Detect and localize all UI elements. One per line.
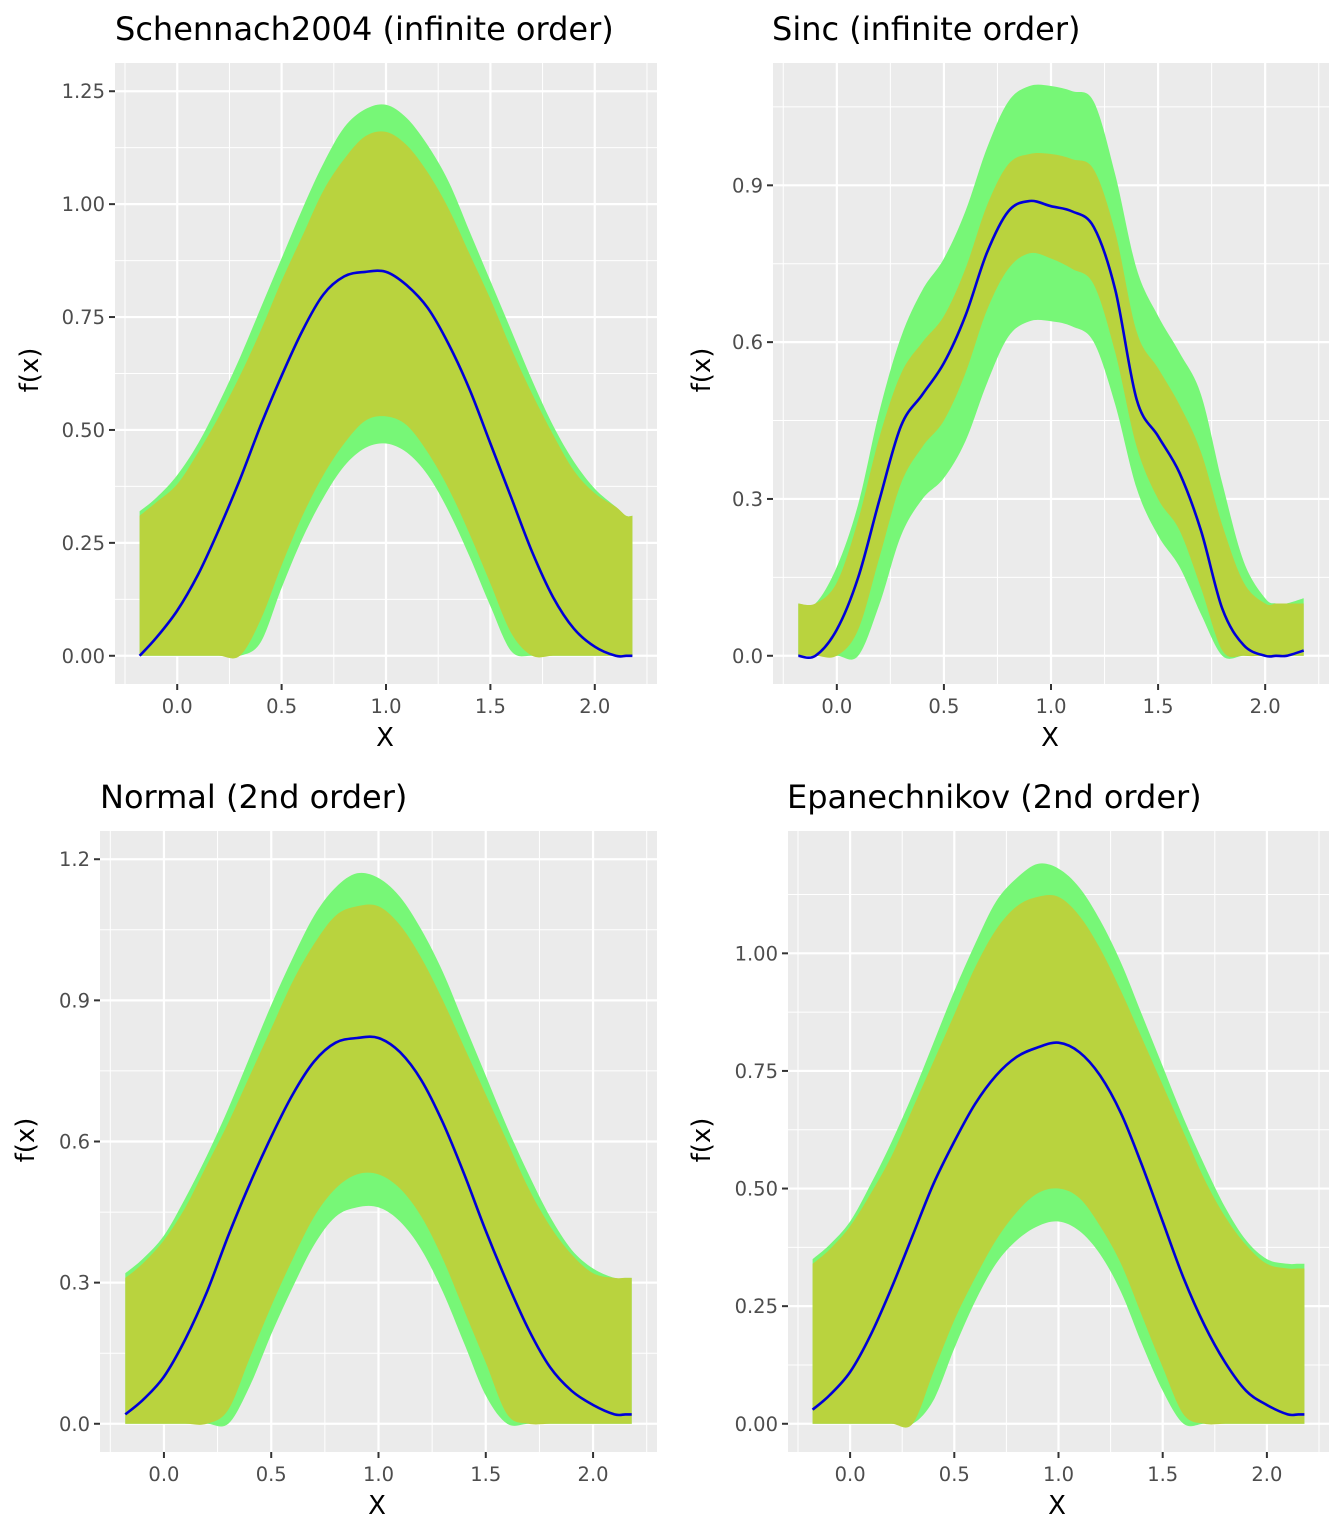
x-tick-label: 2.0: [1250, 695, 1281, 718]
panel-epanechnikov: Epanechnikov (2nd order) X f(x) 0.0 0.5 1.…: [687, 778, 1329, 1521]
x-tick-label: 0.5: [256, 1463, 287, 1486]
x-axis-label: X: [368, 1491, 386, 1521]
y-tick-label: 0.00: [62, 645, 105, 668]
y-axis-label: f(x): [15, 348, 45, 393]
inner-confidence-band: [125, 904, 632, 1425]
y-tick-label: 0.25: [62, 532, 105, 555]
panel-title: Epanechnikov (2nd order): [787, 778, 1202, 816]
x-tick-label: 1.5: [475, 695, 506, 718]
x-tick-label: 0.5: [266, 695, 297, 718]
panel-title: Normal (2nd order): [100, 778, 407, 816]
y-tick-label: 0.50: [62, 419, 105, 442]
estimate-line: [124, 1035, 632, 1417]
y-tick-label: 0.50: [735, 1178, 778, 1201]
y-tick-label: 0.3: [732, 488, 763, 511]
x-axis-label: X: [376, 723, 394, 753]
x-tick-label: 1.0: [1035, 695, 1066, 718]
y-tick-label: 0.9: [59, 989, 90, 1012]
x-tick-label: 1.5: [470, 1463, 501, 1486]
y-tick-label: 0.75: [735, 1060, 778, 1083]
y-axis-label: f(x): [687, 348, 717, 393]
estimate-line: [798, 199, 1305, 659]
y-axis-label: f(x): [687, 1118, 717, 1163]
y-tick-label: 1.25: [62, 80, 105, 103]
y-tick-label: 0.00: [735, 1413, 778, 1436]
panel-schennach: Schennach2004 (infinite order) X f(x) 0.…: [15, 10, 657, 753]
x-tick-label: 2.0: [1251, 1463, 1282, 1486]
estimate-line: [138, 269, 633, 658]
y-tick-label: 0.6: [59, 1131, 90, 1154]
x-tick-label: 2.0: [579, 695, 610, 718]
x-tick-label: 0.0: [835, 1463, 866, 1486]
x-tick-label: 0.0: [162, 695, 193, 718]
estimate-line: [811, 1041, 1305, 1417]
inner-confidence-band: [139, 131, 633, 659]
panel-normal: Normal (2nd order) X f(x) 0.0 0.5 1.0 1.5 2.…: [11, 778, 657, 1521]
panel-title: Sinc (infinite order): [772, 10, 1080, 48]
inner-confidence-band: [798, 152, 1304, 658]
y-tick-label: 0.6: [732, 331, 763, 354]
y-tick-label: 0.0: [59, 1413, 90, 1436]
y-axis-label: f(x): [11, 1118, 41, 1163]
panel-title: Schennach2004 (infinite order): [115, 10, 614, 48]
x-tick-label: 0.5: [928, 695, 959, 718]
x-tick-label: 0.0: [821, 695, 852, 718]
y-tick-label: 0.3: [59, 1272, 90, 1295]
y-tick-label: 1.00: [62, 193, 105, 216]
x-tick-label: 1.0: [1043, 1463, 1074, 1486]
x-tick-label: 1.5: [1147, 1463, 1178, 1486]
x-tick-label: 0.5: [939, 1463, 970, 1486]
x-tick-label: 1.0: [370, 695, 401, 718]
y-tick-label: 1.00: [735, 942, 778, 965]
x-tick-label: 1.5: [1143, 695, 1174, 718]
y-tick-label: 0.25: [735, 1295, 778, 1318]
panel-sinc: Sinc (infinite order) X f(x) 0.0 0.5 1.0 1.…: [687, 10, 1329, 753]
x-axis-label: X: [1048, 1491, 1066, 1521]
x-tick-label: 1.0: [363, 1463, 394, 1486]
y-tick-label: 1.2: [59, 848, 90, 871]
x-axis-label: X: [1041, 723, 1059, 753]
y-tick-label: 0.9: [732, 174, 763, 197]
y-tick-label: 0.75: [62, 306, 105, 329]
y-tick-label: 0.0: [732, 645, 763, 668]
x-tick-label: 2.0: [578, 1463, 609, 1486]
inner-confidence-band: [812, 895, 1305, 1428]
x-tick-label: 0.0: [148, 1463, 179, 1486]
